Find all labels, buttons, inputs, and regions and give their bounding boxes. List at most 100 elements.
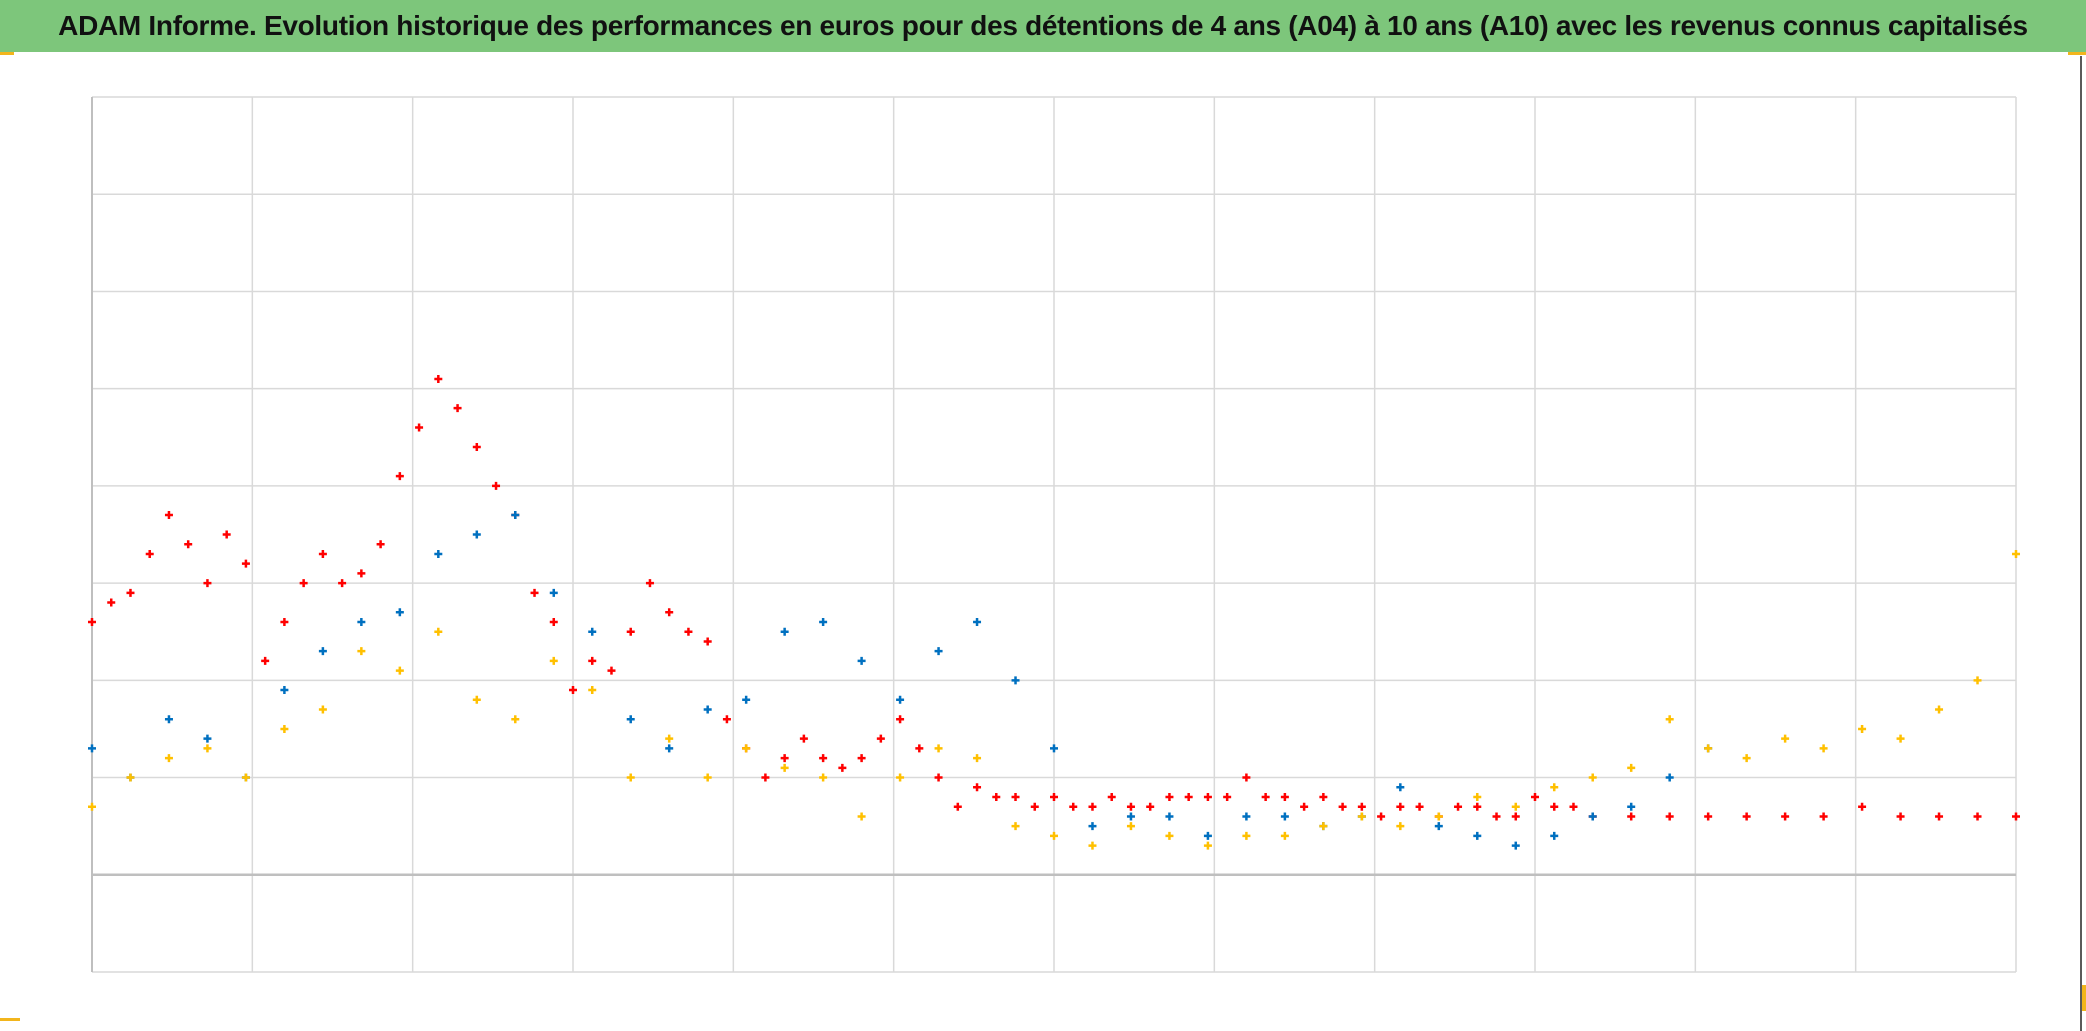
chart-title: ADAM Informe. Evolution historique des p…	[58, 10, 2028, 41]
data-point	[415, 423, 424, 432]
data-point	[1704, 812, 1713, 821]
data-point	[1665, 773, 1674, 782]
data-point	[973, 783, 982, 792]
data-point	[1242, 773, 1251, 782]
series-0	[88, 374, 2020, 821]
data-point	[1415, 802, 1424, 811]
data-point	[1203, 841, 1212, 850]
data-point	[203, 579, 212, 588]
data-point	[280, 686, 289, 695]
data-point	[434, 627, 443, 636]
data-point	[626, 627, 635, 636]
data-point	[819, 773, 828, 782]
data-point	[1319, 822, 1328, 831]
data-point	[1126, 802, 1135, 811]
data-point	[1473, 793, 1482, 801]
data-point	[1896, 812, 1905, 821]
data-point	[1357, 802, 1366, 811]
data-point	[1569, 802, 1578, 811]
data-point	[992, 793, 1001, 801]
data-point	[761, 773, 770, 782]
data-point	[1088, 841, 1097, 850]
data-point	[645, 579, 654, 588]
data-point	[1280, 812, 1289, 821]
grid-layer	[91, 96, 2017, 973]
data-point	[1184, 793, 1193, 801]
data-point	[973, 754, 982, 763]
data-point	[722, 715, 731, 724]
data-point	[1627, 812, 1636, 821]
data-point	[1242, 812, 1251, 821]
data-point	[1531, 793, 1539, 801]
title-bar: ADAM Informe. Evolution historique des p…	[0, 0, 2086, 52]
data-point	[857, 754, 866, 763]
data-point	[1088, 822, 1097, 831]
data-point	[299, 579, 308, 588]
data-point	[857, 812, 866, 821]
data-point	[1280, 831, 1289, 840]
data-point	[472, 695, 481, 704]
data-point	[472, 530, 481, 539]
data-point	[1973, 812, 1982, 821]
data-point	[953, 802, 962, 811]
data-point	[1280, 793, 1289, 801]
data-point	[703, 773, 712, 782]
data-point	[1011, 822, 1020, 831]
data-point	[1011, 676, 1020, 685]
data-point	[241, 559, 250, 568]
data-point	[934, 773, 943, 782]
data-point	[1781, 734, 1790, 743]
data-point	[511, 715, 520, 724]
data-point	[665, 744, 674, 753]
data-point	[1742, 754, 1751, 763]
data-point	[1511, 841, 1520, 850]
data-point	[1107, 793, 1116, 801]
data-point	[126, 588, 135, 597]
data-point	[1473, 802, 1482, 811]
data-point	[1242, 831, 1251, 840]
data-point	[511, 511, 520, 520]
data-point	[434, 374, 443, 383]
data-point	[1704, 744, 1713, 753]
data-point	[1492, 812, 1501, 821]
data-point	[357, 618, 366, 626]
data-point	[1781, 812, 1790, 821]
data-point	[588, 686, 597, 695]
data-point	[1126, 812, 1135, 821]
data-point	[318, 549, 327, 558]
data-point	[1088, 802, 1097, 811]
data-point	[915, 744, 924, 753]
data-point	[799, 734, 808, 743]
data-point	[88, 802, 96, 811]
data-point	[549, 656, 558, 665]
data-point	[280, 618, 289, 626]
data-point	[222, 530, 231, 539]
data-point	[145, 549, 154, 558]
data-point	[1935, 705, 1944, 714]
data-point	[241, 773, 250, 782]
data-point	[395, 608, 404, 617]
data-point	[1627, 802, 1636, 811]
frame-right-edge	[2080, 56, 2082, 1031]
data-point	[742, 695, 751, 704]
data-point	[588, 656, 597, 665]
series-layer	[88, 374, 2020, 850]
data-point	[357, 647, 366, 656]
data-point	[88, 744, 96, 753]
data-point	[1550, 802, 1559, 811]
corner-accent-bottom-right	[2082, 985, 2086, 1011]
data-point	[588, 627, 597, 636]
data-point	[780, 627, 789, 636]
data-point	[665, 734, 674, 743]
data-point	[530, 588, 539, 597]
data-point	[780, 754, 789, 763]
data-point	[1434, 822, 1443, 831]
data-point	[703, 637, 712, 646]
data-point	[472, 443, 481, 451]
data-point	[819, 754, 828, 763]
corner-accent-bottom-left	[0, 1018, 20, 1021]
data-point	[1069, 802, 1078, 811]
data-point	[1819, 744, 1828, 753]
data-point	[1223, 793, 1232, 801]
data-point	[2012, 812, 2020, 821]
